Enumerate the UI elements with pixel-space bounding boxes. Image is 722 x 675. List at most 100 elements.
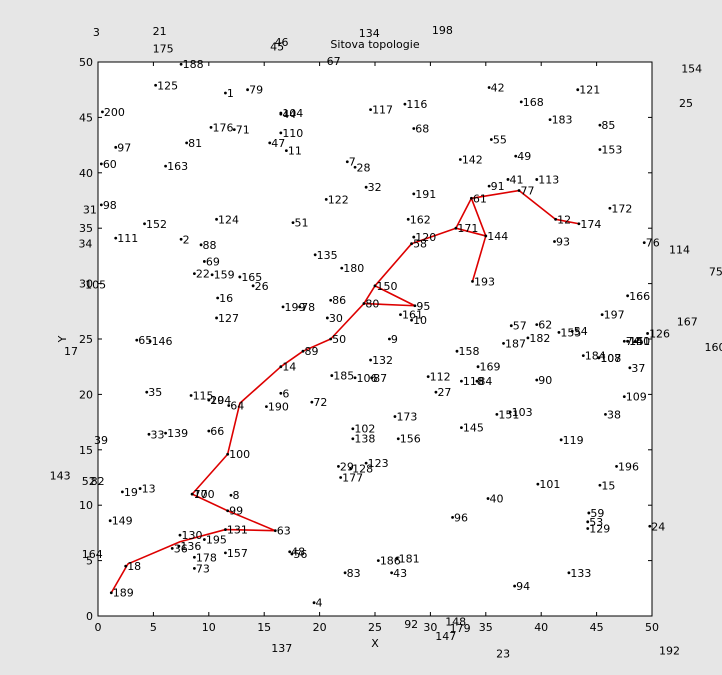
node-label: 127 xyxy=(218,312,239,325)
node-label: 26 xyxy=(255,280,269,293)
node-label: 172 xyxy=(611,202,632,215)
node-label: 50 xyxy=(332,333,346,346)
node-label: 177 xyxy=(342,472,363,485)
node-point xyxy=(373,284,377,288)
node-label: 96 xyxy=(454,511,468,524)
node-point xyxy=(406,217,410,221)
chart-title: Sitova topologie xyxy=(330,38,419,51)
node-point xyxy=(526,336,530,340)
node-label: 3 xyxy=(93,26,100,39)
node-point xyxy=(454,226,458,230)
node-point xyxy=(598,148,602,151)
node-label: 200 xyxy=(104,106,125,119)
node-point xyxy=(587,511,591,515)
node-point xyxy=(340,266,344,270)
node-point xyxy=(351,437,355,441)
node-label: 17 xyxy=(64,345,78,358)
node-label: 95 xyxy=(416,300,430,313)
x-axis-label: X xyxy=(371,637,379,650)
node-point xyxy=(288,550,292,554)
node-point xyxy=(364,185,368,189)
node-label: 101 xyxy=(539,478,560,491)
node-point xyxy=(434,390,438,394)
node-label: 102 xyxy=(354,423,375,436)
node-label: 63 xyxy=(277,525,291,538)
node-label: 53 xyxy=(589,516,603,529)
node-point xyxy=(509,324,513,328)
node-point xyxy=(557,330,561,334)
node-label: 170 xyxy=(194,488,215,501)
node-point xyxy=(362,302,366,305)
node-point xyxy=(351,427,355,431)
node-label: 183 xyxy=(552,114,573,127)
node-point xyxy=(192,555,196,559)
node-point xyxy=(330,374,334,377)
node-label: 168 xyxy=(523,96,544,109)
node-label: 90 xyxy=(538,374,552,387)
node-label: 118 xyxy=(463,375,484,388)
node-label: 58 xyxy=(413,238,427,251)
node-point xyxy=(207,429,211,433)
node-point xyxy=(148,339,152,343)
node-point xyxy=(395,556,399,560)
node-label: 187 xyxy=(505,337,526,350)
node-point xyxy=(202,260,206,263)
node-point xyxy=(413,304,417,308)
node-point xyxy=(600,313,604,317)
node-point xyxy=(229,493,233,497)
node-label: 45 xyxy=(270,40,284,53)
x-ticks: 0 5 10 15 20 25 30 35 40 45 50 xyxy=(95,62,659,634)
node-point xyxy=(192,566,196,570)
node-label: 91 xyxy=(491,180,505,193)
node-point xyxy=(339,476,343,479)
x-tick-label: 35 xyxy=(479,621,493,634)
node-label: 133 xyxy=(570,567,591,580)
node-label: 190 xyxy=(268,401,289,414)
plot-area xyxy=(97,61,653,617)
node-label: 65 xyxy=(138,334,152,347)
node-point xyxy=(514,154,518,158)
node-label: 166 xyxy=(629,290,650,303)
node-label: 124 xyxy=(218,213,239,226)
y-tick-label: 5 xyxy=(86,555,93,568)
node-label: 129 xyxy=(589,522,610,535)
node-point xyxy=(164,164,167,168)
node-label: 186 xyxy=(380,555,401,568)
node-point xyxy=(475,379,479,383)
route-main-line xyxy=(110,227,487,594)
node-label: 185 xyxy=(333,370,354,383)
node-point xyxy=(101,110,104,114)
node-point xyxy=(273,529,277,533)
node-label: 117 xyxy=(372,104,393,117)
node-point xyxy=(268,141,272,145)
x-tick-label: 5 xyxy=(150,621,157,634)
node-point xyxy=(310,400,314,404)
node-point xyxy=(284,149,288,153)
node-label: 7 xyxy=(349,156,356,169)
node-label: 148 xyxy=(445,616,466,629)
node-point xyxy=(279,391,283,395)
node-label: 48 xyxy=(291,546,305,559)
node-point xyxy=(216,296,220,300)
node-point xyxy=(251,284,255,288)
node-label: 46 xyxy=(275,36,289,49)
node-label: 109 xyxy=(626,391,647,404)
node-label: 173 xyxy=(396,411,417,424)
y-tick-label: 10 xyxy=(79,499,93,512)
node-label: 149 xyxy=(112,515,133,528)
node-label: 59 xyxy=(590,507,604,520)
node-label: 86 xyxy=(332,294,346,307)
node-point xyxy=(312,601,316,605)
node-point xyxy=(265,405,268,408)
node-label: 161 xyxy=(402,309,423,322)
node-label: 100 xyxy=(229,448,250,461)
node-point xyxy=(604,412,607,416)
node-point xyxy=(487,184,491,188)
node-label: 163 xyxy=(167,160,188,173)
node-label: 51 xyxy=(295,217,309,230)
node-label: 175 xyxy=(153,43,174,56)
node-label: 181 xyxy=(399,552,420,565)
node-label: 35 xyxy=(148,386,162,399)
node-label: 39 xyxy=(94,434,108,447)
